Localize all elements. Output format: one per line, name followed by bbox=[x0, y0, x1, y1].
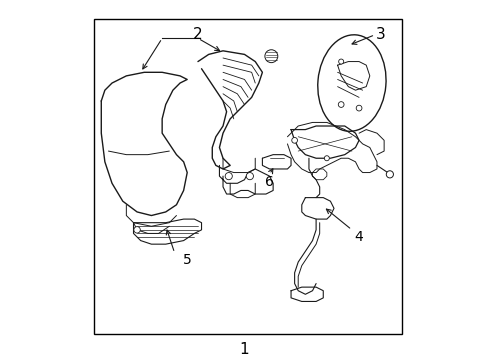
Circle shape bbox=[324, 156, 329, 161]
Circle shape bbox=[224, 172, 232, 180]
Ellipse shape bbox=[317, 35, 385, 131]
Text: 5: 5 bbox=[183, 253, 191, 267]
Text: 1: 1 bbox=[239, 342, 249, 357]
Circle shape bbox=[246, 172, 253, 180]
Circle shape bbox=[264, 50, 277, 63]
Text: 4: 4 bbox=[354, 230, 363, 244]
Circle shape bbox=[338, 102, 344, 107]
Circle shape bbox=[355, 105, 361, 111]
Circle shape bbox=[134, 226, 140, 233]
Text: 2: 2 bbox=[193, 27, 203, 42]
Circle shape bbox=[291, 138, 297, 143]
Text: 6: 6 bbox=[264, 175, 273, 189]
Text: 3: 3 bbox=[375, 27, 385, 42]
Bar bbox=[94, 19, 401, 334]
Circle shape bbox=[338, 59, 343, 64]
Circle shape bbox=[386, 171, 393, 178]
